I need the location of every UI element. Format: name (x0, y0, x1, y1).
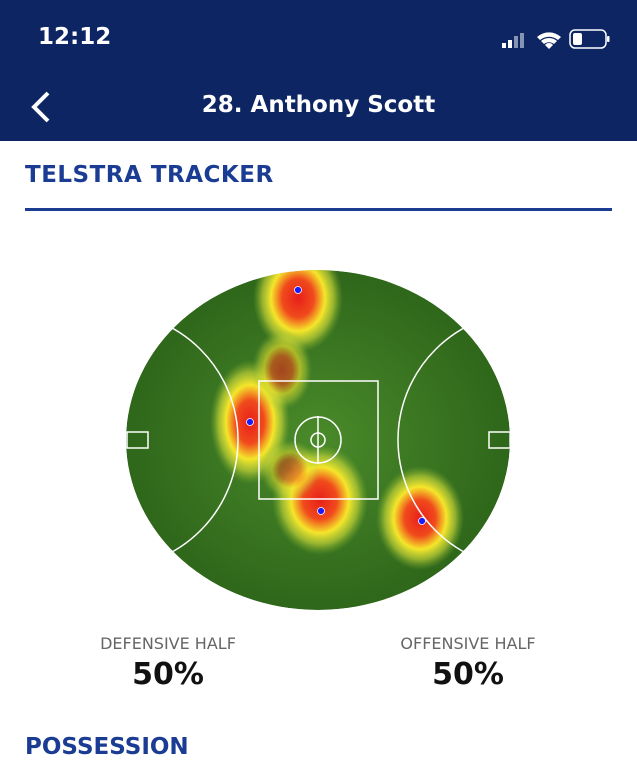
heatmap (126, 270, 510, 610)
header-title: 28. Anthony Scott (201, 92, 436, 118)
status-time: 12:12 (38, 24, 112, 50)
status-icons (502, 29, 610, 49)
stat-value: 50% (132, 657, 204, 692)
back-button[interactable] (31, 91, 50, 123)
position-dots (246, 286, 426, 525)
stat-label: OFFENSIVE HALF (400, 634, 536, 653)
section-title: POSSESSION (25, 734, 189, 760)
section-rule (25, 208, 612, 211)
header-bar (0, 0, 637, 141)
stat-label: DEFENSIVE HALF (100, 634, 236, 653)
section-title: TELSTRA TRACKER (25, 162, 274, 188)
stat-value: 50% (432, 657, 504, 692)
